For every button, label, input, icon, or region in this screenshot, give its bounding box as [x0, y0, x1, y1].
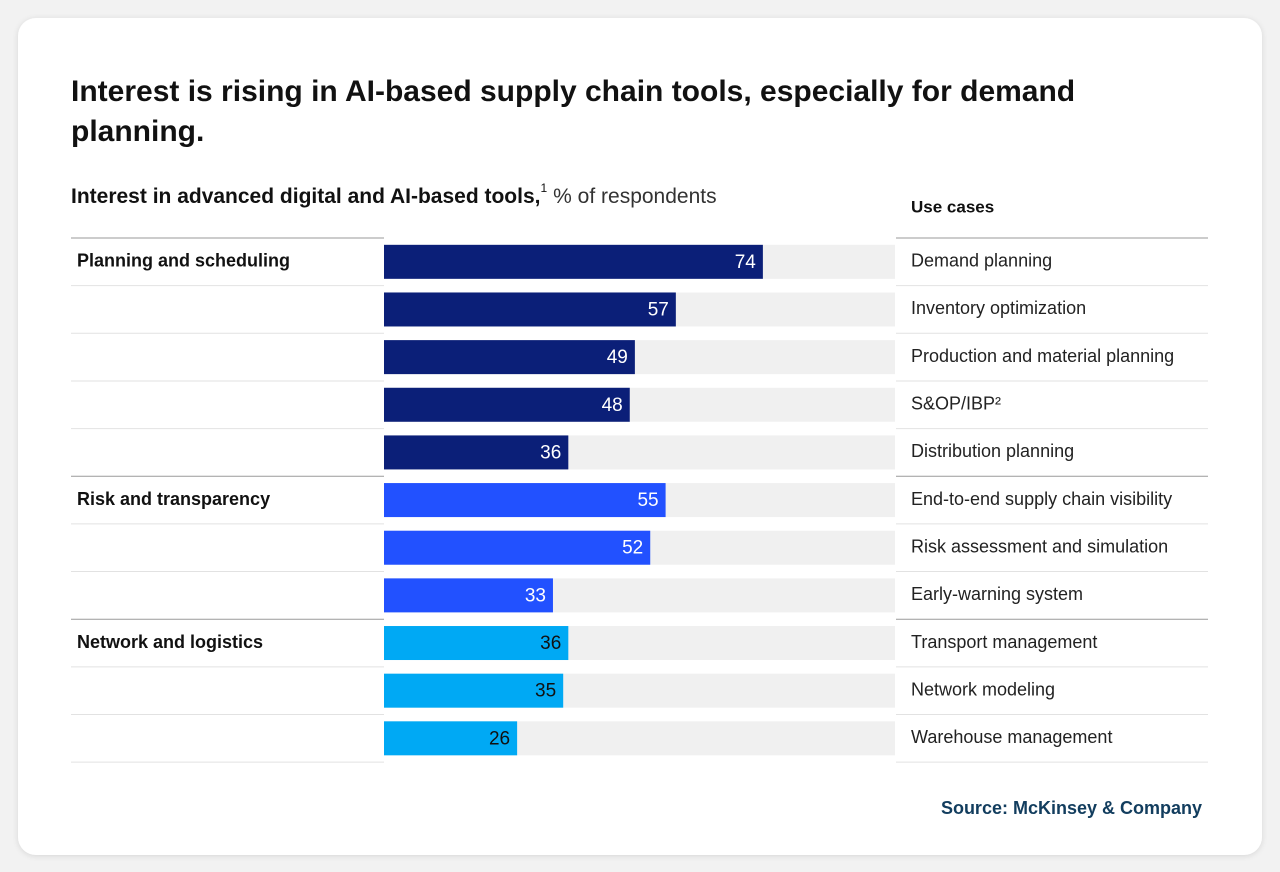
group-label: Network and logistics: [77, 632, 263, 652]
value-label: 36: [540, 633, 561, 654]
value-label: 57: [648, 299, 669, 320]
value-label: 35: [535, 681, 556, 702]
bar: [384, 292, 676, 327]
bar: [384, 435, 569, 470]
bar: [384, 530, 651, 565]
subtitle: Interest in advanced digital and AI-base…: [71, 181, 717, 207]
category-label: Transport management: [911, 632, 1097, 652]
category-label: Early-warning system: [911, 584, 1083, 604]
category-label: Distribution planning: [911, 441, 1074, 461]
bar: [384, 387, 630, 422]
category-label: Network modeling: [911, 679, 1055, 699]
value-label: 33: [525, 585, 546, 606]
bar: [384, 578, 553, 613]
subtitle-unit: % of respondents: [553, 185, 716, 208]
category-label: S&OP/IBP²: [911, 394, 1001, 414]
category-label: Risk assessment and simulation: [911, 536, 1168, 556]
bar: [384, 340, 635, 375]
group-label: Risk and transparency: [77, 489, 270, 509]
category-label: Warehouse management: [911, 727, 1112, 747]
value-label: 49: [607, 347, 628, 368]
category-label: Demand planning: [911, 251, 1052, 271]
chart-title: Interest is rising in AI-based supply ch…: [71, 75, 1075, 148]
bar: [384, 483, 666, 518]
bar: [384, 626, 569, 661]
group-label: Planning and scheduling: [77, 251, 290, 271]
bar: [384, 673, 564, 708]
value-label: 55: [637, 490, 658, 511]
bar: [384, 244, 763, 279]
column-header: Use cases: [911, 197, 994, 216]
source: Source: McKinsey & Company: [941, 798, 1202, 818]
subtitle-note: 1: [540, 181, 547, 195]
category-label: End-to-end supply chain visibility: [911, 489, 1172, 509]
category-label: Production and material planning: [911, 346, 1174, 366]
value-label: 48: [602, 395, 623, 416]
value-label: 36: [540, 442, 561, 463]
value-label: 26: [489, 728, 510, 749]
value-label: 74: [735, 252, 757, 273]
bar: [384, 721, 518, 756]
subtitle-main: Interest in advanced digital and AI-base…: [71, 185, 540, 208]
value-label: 52: [622, 538, 643, 559]
category-label: Inventory optimization: [911, 298, 1086, 318]
